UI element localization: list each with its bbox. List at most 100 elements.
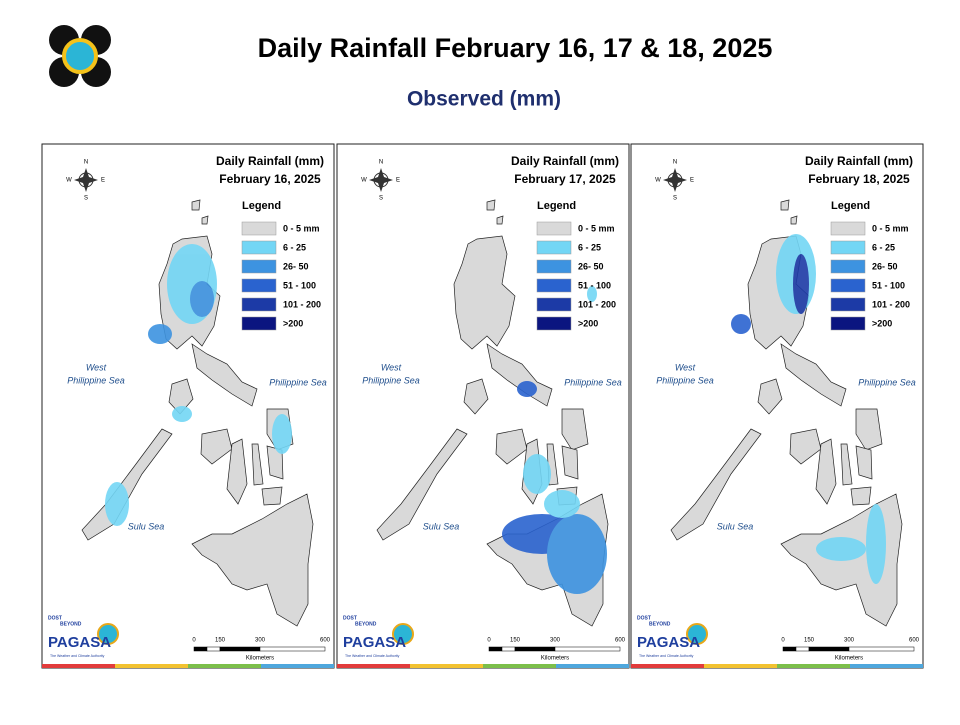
- panel-stripe: [483, 664, 556, 668]
- island: [840, 443, 853, 486]
- island: [496, 215, 504, 225]
- pagasa-mark: [392, 623, 414, 645]
- legend-label: 0 - 5 mm: [578, 223, 615, 233]
- logo-tagline: BEYOND: [60, 621, 82, 627]
- rain-area: [547, 514, 607, 594]
- rain-area: [190, 281, 214, 317]
- logo-dept: DOST: [343, 615, 357, 621]
- legend-title: Legend: [537, 200, 576, 212]
- compass-e: E: [396, 178, 400, 184]
- scale-segment: [206, 646, 221, 652]
- scale-segment: [193, 646, 208, 652]
- legend-label: 101 - 200: [872, 299, 910, 309]
- rain-overlay: [731, 234, 886, 584]
- logo-tagline: BEYOND: [355, 621, 377, 627]
- island: [226, 438, 248, 505]
- scale-segment: [514, 646, 556, 652]
- legend-label: 6 - 25: [578, 242, 601, 252]
- scale-segment: [848, 646, 915, 652]
- logo-name: PAGASA: [343, 634, 406, 651]
- island: [789, 428, 822, 465]
- legend-label: 51 - 100: [872, 280, 905, 290]
- island: [168, 378, 194, 415]
- sea-label: Philippine Sea: [656, 375, 714, 385]
- legend-swatch: [830, 278, 866, 293]
- sea-label: Philippine Sea: [269, 377, 327, 387]
- legend-swatch: [241, 297, 277, 312]
- legend-label: 26- 50: [578, 261, 604, 271]
- map-panel: Daily Rainfall (mm) February 18, 2025 Lege…: [630, 143, 924, 669]
- legend-label: 26- 50: [283, 261, 309, 271]
- compass-ring: [667, 172, 683, 188]
- legend-swatch: [536, 297, 572, 312]
- legend-label: >200: [578, 318, 598, 328]
- scale-tick-label: 600: [320, 638, 331, 644]
- legend-label: >200: [283, 318, 303, 328]
- logo-name: PAGASA: [48, 634, 111, 651]
- compass-ring: [78, 172, 94, 188]
- compass-n: N: [673, 160, 677, 166]
- rain-area: [105, 482, 129, 526]
- compass-rose: [369, 168, 393, 192]
- legend-swatch: [830, 221, 866, 236]
- island: [201, 215, 209, 225]
- island: [757, 378, 783, 415]
- rain-area: [272, 414, 292, 454]
- island: [376, 428, 468, 541]
- logo-name: PAGASA: [637, 634, 700, 651]
- scale-segment: [219, 646, 261, 652]
- scale-segment: [782, 646, 797, 652]
- panel-date: February 17, 2025: [514, 172, 616, 186]
- scale-tick-label: 0: [487, 638, 491, 644]
- panel-date: February 18, 2025: [808, 172, 910, 186]
- legend-label: 26- 50: [872, 261, 898, 271]
- island: [855, 445, 873, 480]
- panel-stripe: [631, 664, 704, 668]
- rain-area: [731, 314, 751, 334]
- logo-dept: DOST: [48, 615, 62, 621]
- scale-tick-label: 150: [215, 638, 226, 644]
- legend-swatch: [241, 240, 277, 255]
- rain-overlay: [502, 286, 607, 594]
- compass-n: N: [379, 160, 383, 166]
- compass-w: W: [655, 178, 661, 184]
- island: [81, 428, 173, 541]
- scale-unit: Kilometers: [541, 656, 569, 662]
- legend-label: 6 - 25: [283, 242, 306, 252]
- agency-logo: [48, 24, 112, 88]
- legend-label: 51 - 100: [283, 280, 316, 290]
- rain-area: [544, 490, 580, 518]
- panel-stripe: [261, 664, 334, 668]
- legend-title: Legend: [242, 200, 281, 212]
- scale-tick-label: 150: [804, 638, 815, 644]
- sea-label: Sulu Sea: [717, 521, 754, 531]
- rain-area: [523, 454, 551, 494]
- island: [815, 438, 837, 505]
- island: [780, 199, 790, 211]
- island: [495, 428, 528, 465]
- scale-tick-label: 150: [510, 638, 521, 644]
- rain-area: [148, 324, 172, 344]
- island: [453, 235, 516, 350]
- island: [855, 408, 883, 451]
- panel-date: February 16, 2025: [219, 172, 321, 186]
- compass-s: S: [379, 196, 383, 202]
- island: [200, 428, 233, 465]
- legend-swatch: [241, 221, 277, 236]
- island: [780, 343, 847, 407]
- legend-swatch: [830, 259, 866, 274]
- logo-tagline: BEYOND: [649, 621, 671, 627]
- panel-stripe: [115, 664, 188, 668]
- compass-w: W: [66, 178, 72, 184]
- legend-swatch: [536, 221, 572, 236]
- compass-ring: [373, 172, 389, 188]
- scale-tick-label: 600: [615, 638, 626, 644]
- scale-tick-label: 300: [844, 638, 855, 644]
- sea-label: Philippine Sea: [564, 377, 622, 387]
- rain-area: [517, 381, 537, 397]
- scale-tick-label: 300: [550, 638, 561, 644]
- legend-swatch: [241, 316, 277, 331]
- island: [561, 445, 579, 480]
- scale-segment: [259, 646, 326, 652]
